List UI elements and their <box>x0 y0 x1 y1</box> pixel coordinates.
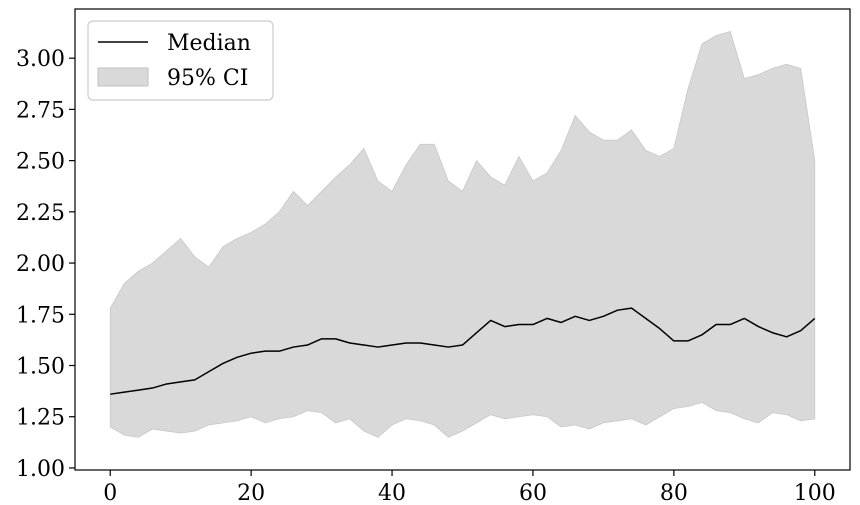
y-tick-label: 3.00 <box>16 47 65 72</box>
y-tick-label: 1.00 <box>16 457 65 482</box>
legend-median-label: Median <box>167 31 251 56</box>
y-tick-label: 1.75 <box>16 303 65 328</box>
y-tick-label: 1.50 <box>16 355 65 380</box>
y-tick-label: 2.00 <box>16 252 65 277</box>
y-tick-label: 2.25 <box>16 201 65 226</box>
x-tick-label: 100 <box>794 481 836 505</box>
x-tick-label: 60 <box>519 481 547 505</box>
ci-band-area <box>109 31 816 438</box>
axis-ticks: 0 20 40 60 80 100 1.00 1.25 1.50 1.75 2.00 2.25 2.50… <box>16 47 836 505</box>
y-tick-label: 2.50 <box>16 150 65 175</box>
y-tick-label: 1.25 <box>16 406 65 431</box>
legend-ci-swatch <box>97 67 149 87</box>
x-tick-label: 20 <box>237 481 265 505</box>
plot-frame <box>74 8 851 471</box>
x-tick-label: 40 <box>378 481 406 505</box>
y-tick-label: 2.75 <box>16 98 65 123</box>
plot-area <box>109 31 816 438</box>
legend-ci-label: 95% CI <box>167 66 248 91</box>
x-tick-label: 80 <box>660 481 688 505</box>
legend: Median 95% CI <box>87 20 274 101</box>
median-line <box>110 307 816 395</box>
x-tick-label: 0 <box>103 481 117 505</box>
